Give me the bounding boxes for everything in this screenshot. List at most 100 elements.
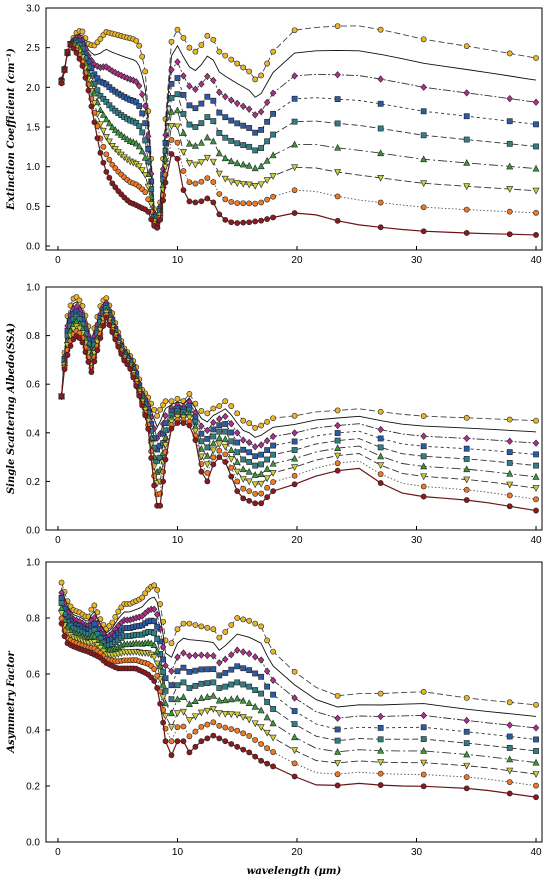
data-point [64, 352, 71, 358]
data-point [234, 220, 241, 226]
data-point [168, 425, 175, 432]
data-point [192, 743, 199, 750]
data-point [210, 118, 217, 124]
data-point [463, 206, 470, 213]
data-point [210, 433, 217, 440]
series-line [61, 34, 537, 224]
panel-extinction: 0 10 20 30 40 0.0 0.5 1.0 1.5 2.0 2.5 3.0 Extinction… [6, 4, 543, 266]
data-point [270, 488, 276, 495]
data-point [532, 439, 540, 447]
data-point [240, 142, 247, 148]
data-point [377, 26, 384, 33]
data-point [198, 723, 205, 730]
data-point [269, 173, 277, 180]
data-point [252, 490, 259, 497]
data-point [222, 459, 229, 465]
data-point [420, 453, 427, 460]
data-point [198, 422, 205, 430]
data-point [228, 403, 235, 409]
data-point [174, 653, 181, 661]
data-point [463, 694, 470, 701]
data-point [197, 159, 205, 167]
data-point [168, 724, 175, 732]
data-point [97, 92, 104, 99]
data-point [269, 459, 277, 467]
data-point [257, 656, 265, 664]
data-point [533, 232, 539, 238]
data-point [420, 688, 427, 695]
data-point [197, 138, 205, 146]
data-point [157, 406, 164, 413]
data-point [533, 121, 539, 128]
data-point [173, 695, 181, 703]
data-point [216, 634, 223, 641]
data-point [198, 438, 205, 445]
data-point [204, 680, 211, 686]
data-point [291, 747, 299, 755]
data-point [334, 96, 341, 103]
data-point [463, 230, 470, 236]
data-point [185, 139, 193, 147]
y-tick-label: 0.6 [26, 380, 40, 391]
data-point [506, 779, 513, 786]
data-point [228, 429, 235, 436]
x-tick-label: 30 [411, 535, 423, 546]
data-point [198, 178, 205, 185]
data-point [245, 181, 253, 189]
data-point [533, 736, 539, 743]
data-point [186, 44, 193, 51]
data-point [233, 180, 241, 188]
data-point [533, 462, 539, 469]
data-point [64, 48, 71, 55]
y-tick-label: 0.8 [26, 614, 40, 625]
data-point [209, 137, 217, 145]
data-point [291, 118, 298, 125]
data-point [258, 126, 265, 133]
data-point [264, 138, 271, 145]
data-point [334, 714, 341, 722]
data-point [234, 679, 241, 686]
data-point [252, 620, 259, 627]
data-point [180, 92, 187, 98]
data-point [114, 128, 122, 136]
data-point [239, 160, 247, 168]
data-point [228, 56, 235, 63]
data-point [174, 420, 181, 426]
data-point [291, 438, 298, 445]
data-point [106, 102, 113, 109]
data-point [533, 748, 539, 754]
data-point [216, 191, 223, 197]
data-point [258, 72, 265, 79]
data-point [264, 484, 271, 491]
data-point [216, 211, 223, 218]
data-point [154, 224, 161, 231]
data-point [291, 733, 299, 741]
y-tick-label: 0.5 [26, 202, 40, 213]
data-point [246, 749, 253, 756]
data-point [174, 139, 181, 146]
data-point [533, 496, 539, 503]
data-point [142, 137, 149, 144]
data-point [228, 726, 235, 733]
data-point [179, 149, 187, 156]
y-tick-label: 0.0 [26, 838, 40, 849]
data-point [103, 168, 110, 175]
data-point [252, 76, 259, 83]
data-point [100, 322, 107, 329]
data-point [463, 750, 471, 758]
series-line [61, 43, 537, 228]
data-point [61, 633, 68, 640]
series-7 [58, 34, 540, 228]
data-point [291, 27, 298, 34]
data-point [258, 461, 265, 468]
data-point [257, 706, 265, 714]
data-point [191, 697, 199, 705]
data-point [506, 767, 514, 775]
data-point [234, 488, 241, 495]
data-point [251, 702, 259, 710]
data-point [291, 164, 299, 172]
data-point [180, 679, 187, 686]
data-point [291, 481, 298, 488]
data-point [222, 216, 229, 223]
data-point [216, 48, 223, 55]
